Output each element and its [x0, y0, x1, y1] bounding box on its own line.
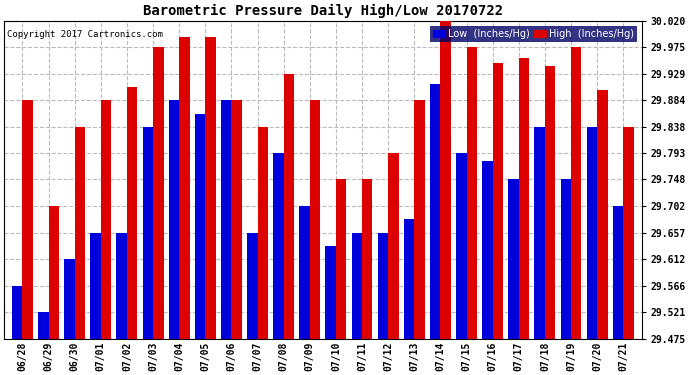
- Bar: [195, 114, 206, 339]
- Bar: [169, 100, 179, 339]
- Bar: [48, 206, 59, 339]
- Bar: [231, 100, 242, 339]
- Title: Barometric Pressure Daily High/Low 20170722: Barometric Pressure Daily High/Low 20170…: [143, 4, 503, 18]
- Bar: [23, 100, 33, 339]
- Bar: [535, 127, 545, 339]
- Bar: [247, 232, 257, 339]
- Bar: [586, 127, 597, 339]
- Bar: [179, 37, 190, 339]
- Bar: [352, 232, 362, 339]
- Bar: [482, 161, 493, 339]
- Bar: [90, 232, 101, 339]
- Bar: [362, 180, 373, 339]
- Bar: [613, 206, 623, 339]
- Bar: [64, 259, 75, 339]
- Bar: [414, 100, 425, 339]
- Bar: [440, 21, 451, 339]
- Bar: [597, 90, 608, 339]
- Bar: [545, 66, 555, 339]
- Bar: [456, 153, 466, 339]
- Bar: [560, 180, 571, 339]
- Bar: [127, 87, 137, 339]
- Bar: [430, 84, 440, 339]
- Bar: [221, 100, 231, 339]
- Bar: [38, 312, 48, 339]
- Bar: [509, 180, 519, 339]
- Legend: Low  (Inches/Hg), High  (Inches/Hg): Low (Inches/Hg), High (Inches/Hg): [430, 26, 637, 42]
- Bar: [571, 47, 582, 339]
- Bar: [206, 37, 216, 339]
- Bar: [336, 180, 346, 339]
- Bar: [310, 100, 320, 339]
- Bar: [623, 127, 633, 339]
- Bar: [101, 100, 111, 339]
- Bar: [143, 127, 153, 339]
- Bar: [519, 58, 529, 339]
- Bar: [326, 246, 336, 339]
- Bar: [299, 206, 310, 339]
- Bar: [257, 127, 268, 339]
- Bar: [273, 153, 284, 339]
- Bar: [377, 232, 388, 339]
- Bar: [153, 47, 164, 339]
- Text: Copyright 2017 Cartronics.com: Copyright 2017 Cartronics.com: [8, 30, 164, 39]
- Bar: [284, 74, 294, 339]
- Bar: [12, 286, 23, 339]
- Bar: [75, 127, 85, 339]
- Bar: [404, 219, 414, 339]
- Bar: [388, 153, 399, 339]
- Bar: [117, 232, 127, 339]
- Bar: [493, 63, 503, 339]
- Bar: [466, 47, 477, 339]
